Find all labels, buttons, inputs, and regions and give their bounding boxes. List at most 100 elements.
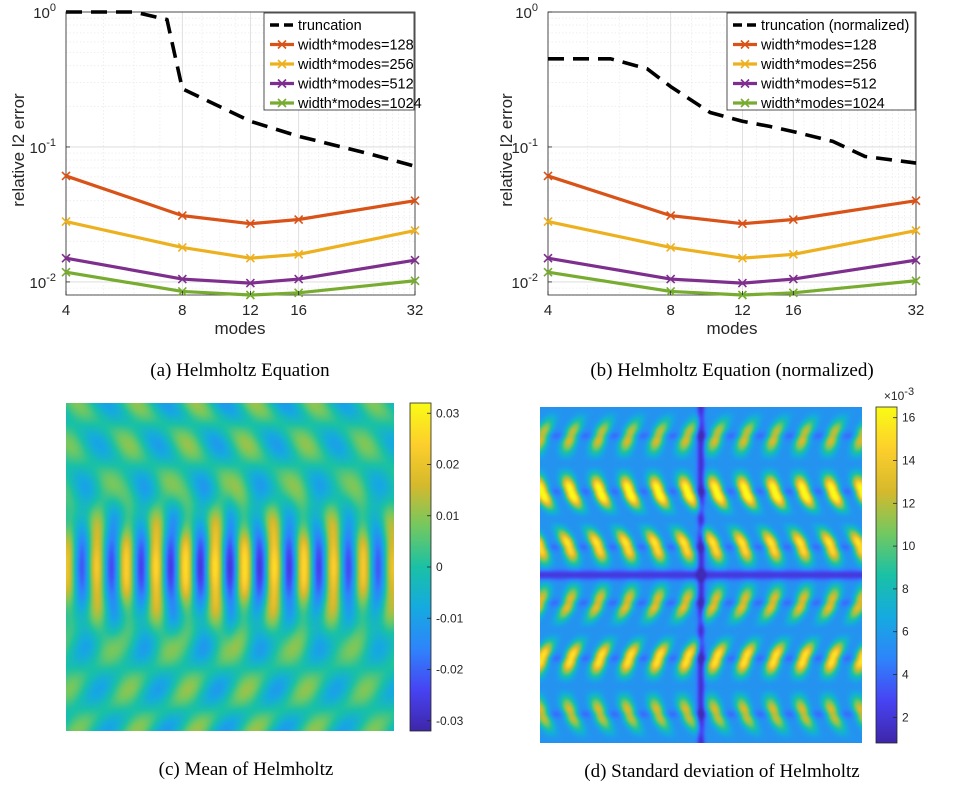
colorbar-tick-label: 0.01 [436,509,460,523]
legend-label: width*modes=256 [297,57,414,73]
series-line-2 [65,220,416,260]
colorbar-tick-label: 0.02 [436,458,460,472]
legend-marker [740,78,750,89]
x-tick-label: 8 [178,302,186,319]
colorbar-tick-label: 4 [902,668,909,682]
x-tick-label: 32 [407,302,424,319]
colorbar-tick-label: 16 [902,411,916,425]
colorbar-tick-label: 0 [436,560,443,574]
series-point [410,276,420,286]
series-point [61,253,71,263]
x-tick-label: 32 [908,302,925,319]
colorbar-tick-label: -0.02 [436,663,464,677]
legend-marker [740,98,750,108]
series-point [911,196,921,206]
series-point [666,274,676,284]
colorbar-tick-label: 8 [902,582,909,596]
series-point [245,219,255,229]
x-tick-label: 4 [62,302,70,319]
series-point [543,253,553,263]
series-point [543,171,553,181]
line-chart-a: 4 8 12 16 32 10-2 10-1 100 modes relative l2 er… [9,2,423,381]
series-point [61,171,71,181]
legend-marker [277,78,287,89]
x-tick-label: 16 [785,302,802,319]
legend-label: truncation [298,18,362,34]
legend-marker [277,59,287,69]
legend-marker [740,59,750,69]
legend-box-b [726,12,916,111]
series-point [737,219,747,229]
colorbar-tick-label: -0.03 [436,714,464,728]
colorbar-tick-label: 12 [902,496,916,510]
caption-d: (d) Standard deviation of Helmholtz [584,761,859,782]
series-point [788,214,798,225]
series-point [410,226,420,236]
series-point [245,278,255,288]
legend-label: width*modes=256 [760,57,877,73]
caption-a: (a) Helmholtz Equation [150,360,330,381]
legend-label: width*modes=1024 [760,96,885,112]
x-axis-label-a: modes [214,319,265,338]
series-point [666,242,676,253]
series-line-0 [548,57,917,165]
series-point [61,267,71,277]
ticks-b: 4 8 12 16 32 10-2 10-1 100 [512,2,925,319]
colorbar-multiplier: ×10-3 [884,386,914,403]
legend-marker [277,39,287,50]
series-point [410,196,420,206]
series-point [911,276,921,286]
legend-label: width*modes=512 [760,77,877,93]
heatmap-std-field [540,407,862,743]
series-point [177,211,187,221]
colorbar-ticks-std: 2 4 6 8 10 12 14 16 [893,411,916,724]
heatmap-mean-field [66,403,394,731]
series-point [294,274,304,284]
series-line-2 [547,220,917,260]
series-point [788,249,798,259]
heatmap-mean: -0.03 -0.02 -0.01 0 0.01 0.02 0.03 (c) Mean of… [66,402,464,780]
colorbar-tick-label: 0.03 [436,406,460,420]
caption-c: (c) Mean of Helmholtz [159,759,334,780]
x-tick-label: 8 [666,302,674,319]
series-point [410,255,420,265]
series-point [911,255,921,265]
legend-label: width*modes=1024 [297,96,422,112]
series-line-1 [547,174,917,226]
series-point [543,267,553,277]
series-point [737,253,747,263]
y-tick-label: 100 [515,2,538,22]
legend-label: width*modes=128 [297,38,414,54]
series-point [61,217,71,227]
legend-a: truncation width*modes=128 width*modes=256… [263,12,422,112]
caption-b: (b) Helmholtz Equation (normalized) [590,360,873,381]
series-line-1 [65,174,416,226]
series-point [177,274,187,284]
y-tick-label: 10-2 [30,272,56,292]
colorbar-tick-label: 2 [902,710,909,724]
series-point [666,211,676,221]
y-tick-label: 10-2 [512,272,538,292]
y-tick-label: 10-1 [512,137,538,157]
series-point [294,214,304,225]
legend-label: width*modes=128 [760,38,877,54]
legend-b: truncation (normalized) width*modes=128 wi… [726,12,916,112]
legend-label: truncation (normalized) [761,18,909,34]
y-tick-label: 10-1 [30,137,56,157]
series-point [788,274,798,284]
x-tick-label: 12 [734,302,751,319]
series-point [737,278,747,288]
line-chart-b: 4 8 12 16 32 10-2 10-1 100 modes relative l2 er… [497,2,924,381]
series-line-0 [66,10,416,168]
heatmap-std: 2 4 6 8 10 12 14 16 ×10-3 (d) Standard deviatio… [540,386,916,782]
legend-box-a [263,12,415,111]
legend-label: width*modes=512 [297,77,414,93]
colorbar-tick-label: 14 [902,454,916,468]
legend-marker [740,39,750,50]
y-axis-label-b: relative l2 error [497,93,516,207]
y-tick-label: 100 [33,2,56,22]
x-tick-label: 16 [290,302,307,319]
x-tick-label: 12 [242,302,259,319]
colorbar-tick-label: 6 [902,625,909,639]
x-tick-label: 4 [544,302,552,319]
